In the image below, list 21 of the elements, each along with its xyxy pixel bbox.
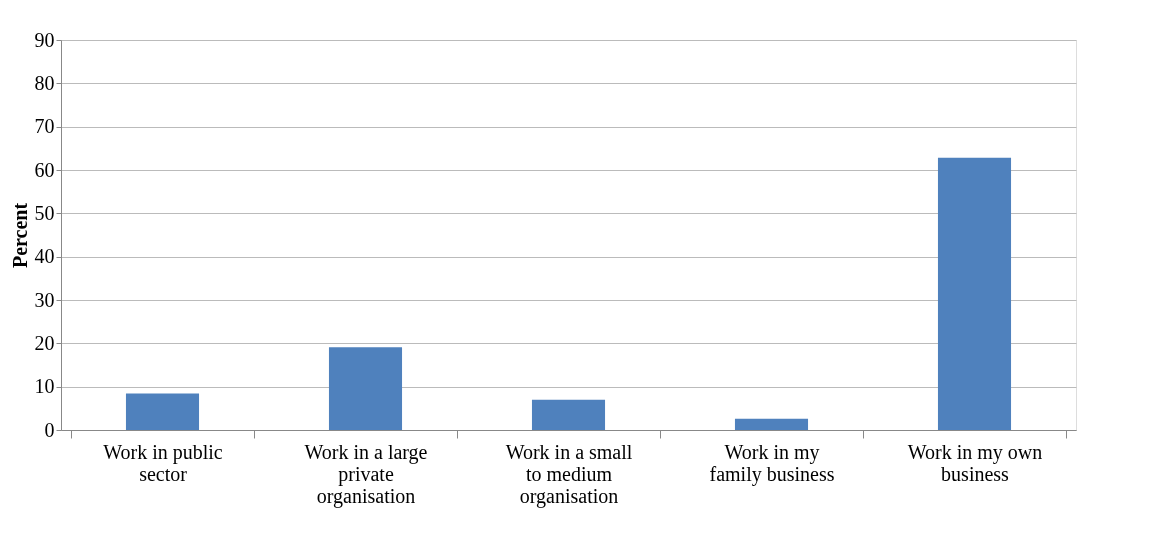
y-tick-label: 0: [44, 418, 55, 441]
x-tick-label: Work in my family business: [709, 440, 835, 486]
y-tick-label: 60: [34, 158, 55, 181]
bar: [734, 418, 809, 430]
bar: [125, 393, 200, 430]
y-tick-label: 40: [34, 245, 55, 268]
bar: [328, 347, 403, 430]
y-tick-label: 50: [34, 201, 55, 224]
x-tick-label: Work in my own business: [907, 440, 1043, 485]
bar: [531, 399, 606, 430]
y-axis-title: Percent: [8, 202, 31, 269]
y-tick-label: 20: [34, 331, 55, 354]
y-tick-label: 10: [34, 375, 55, 398]
y-tick-label: 70: [34, 115, 55, 138]
x-tick-label: Work in a large private organisation: [304, 440, 428, 508]
y-tick-label: 90: [34, 28, 55, 51]
bar: [937, 157, 1012, 430]
y-tick-label: 80: [34, 71, 55, 94]
y-tick-label: 30: [34, 288, 55, 311]
x-tick-label: Work in a small to medium organisation: [505, 440, 633, 508]
x-tick-label: Work in public sector: [103, 440, 223, 485]
